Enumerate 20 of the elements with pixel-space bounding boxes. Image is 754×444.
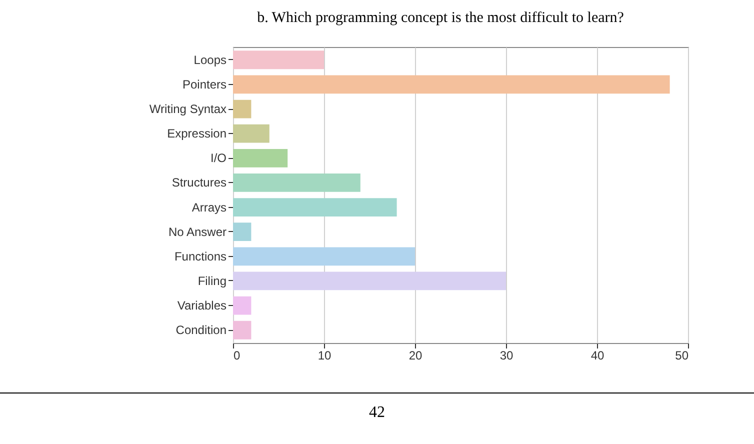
- x-tick-label: 20: [408, 348, 422, 362]
- y-tick-label: Filing: [198, 274, 226, 288]
- y-tick-label: Pointers: [182, 77, 226, 92]
- text: 42: [369, 404, 385, 421]
- x-tick-label: 30: [500, 348, 514, 362]
- y-tick-label: Writing Syntax: [149, 102, 226, 116]
- y-tick-label: Variables: [177, 298, 226, 313]
- y-tick-label: Functions: [174, 249, 226, 264]
- y-tick-label: I/O: [210, 151, 226, 166]
- y-tick-label: No Answer: [168, 224, 226, 239]
- x-tick-label: 50: [675, 348, 689, 362]
- y-tick-label: Loops: [194, 52, 226, 67]
- y-tick-label: Arrays: [192, 200, 226, 214]
- y-tick-label: Condition: [176, 323, 226, 338]
- chart-title: b. Which programming concept is the most difficult to learn?: [257, 10, 624, 26]
- y-tick-label: Structures: [172, 176, 226, 190]
- x-tick-label: 0: [234, 348, 240, 362]
- x-tick-label: 40: [590, 348, 604, 362]
- x-tick-label: 10: [318, 348, 332, 362]
- y-tick-label: Expression: [167, 126, 226, 141]
